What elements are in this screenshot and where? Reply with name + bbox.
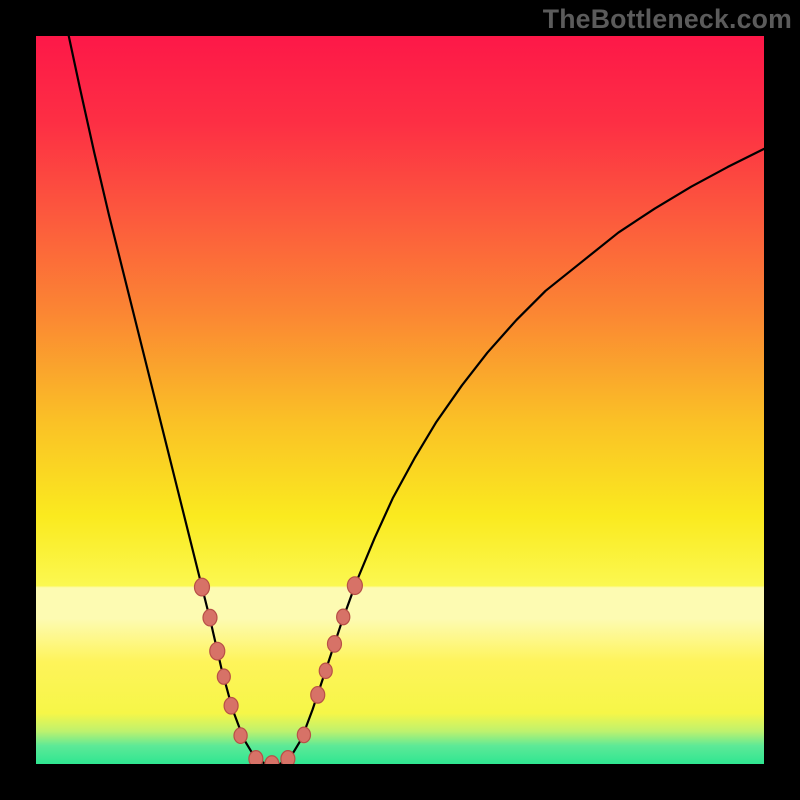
marker-dot — [337, 609, 350, 625]
plot-area — [36, 36, 764, 764]
marker-dot — [311, 687, 325, 704]
marker-dot — [224, 698, 238, 715]
marker-dot — [297, 727, 310, 743]
marker-dot — [327, 636, 341, 653]
marker-dot — [347, 577, 362, 595]
marker-dot — [265, 756, 279, 764]
marker-dot — [203, 609, 217, 626]
marker-dot — [217, 669, 230, 684]
marker-dot — [210, 642, 225, 660]
marker-dot — [249, 751, 263, 764]
marker-dot — [194, 578, 209, 596]
marker-dot — [234, 728, 247, 744]
marker-dots — [36, 36, 764, 764]
watermark-text: TheBottleneck.com — [543, 4, 792, 35]
marker-dot — [319, 663, 332, 678]
marker-dot — [281, 751, 295, 764]
